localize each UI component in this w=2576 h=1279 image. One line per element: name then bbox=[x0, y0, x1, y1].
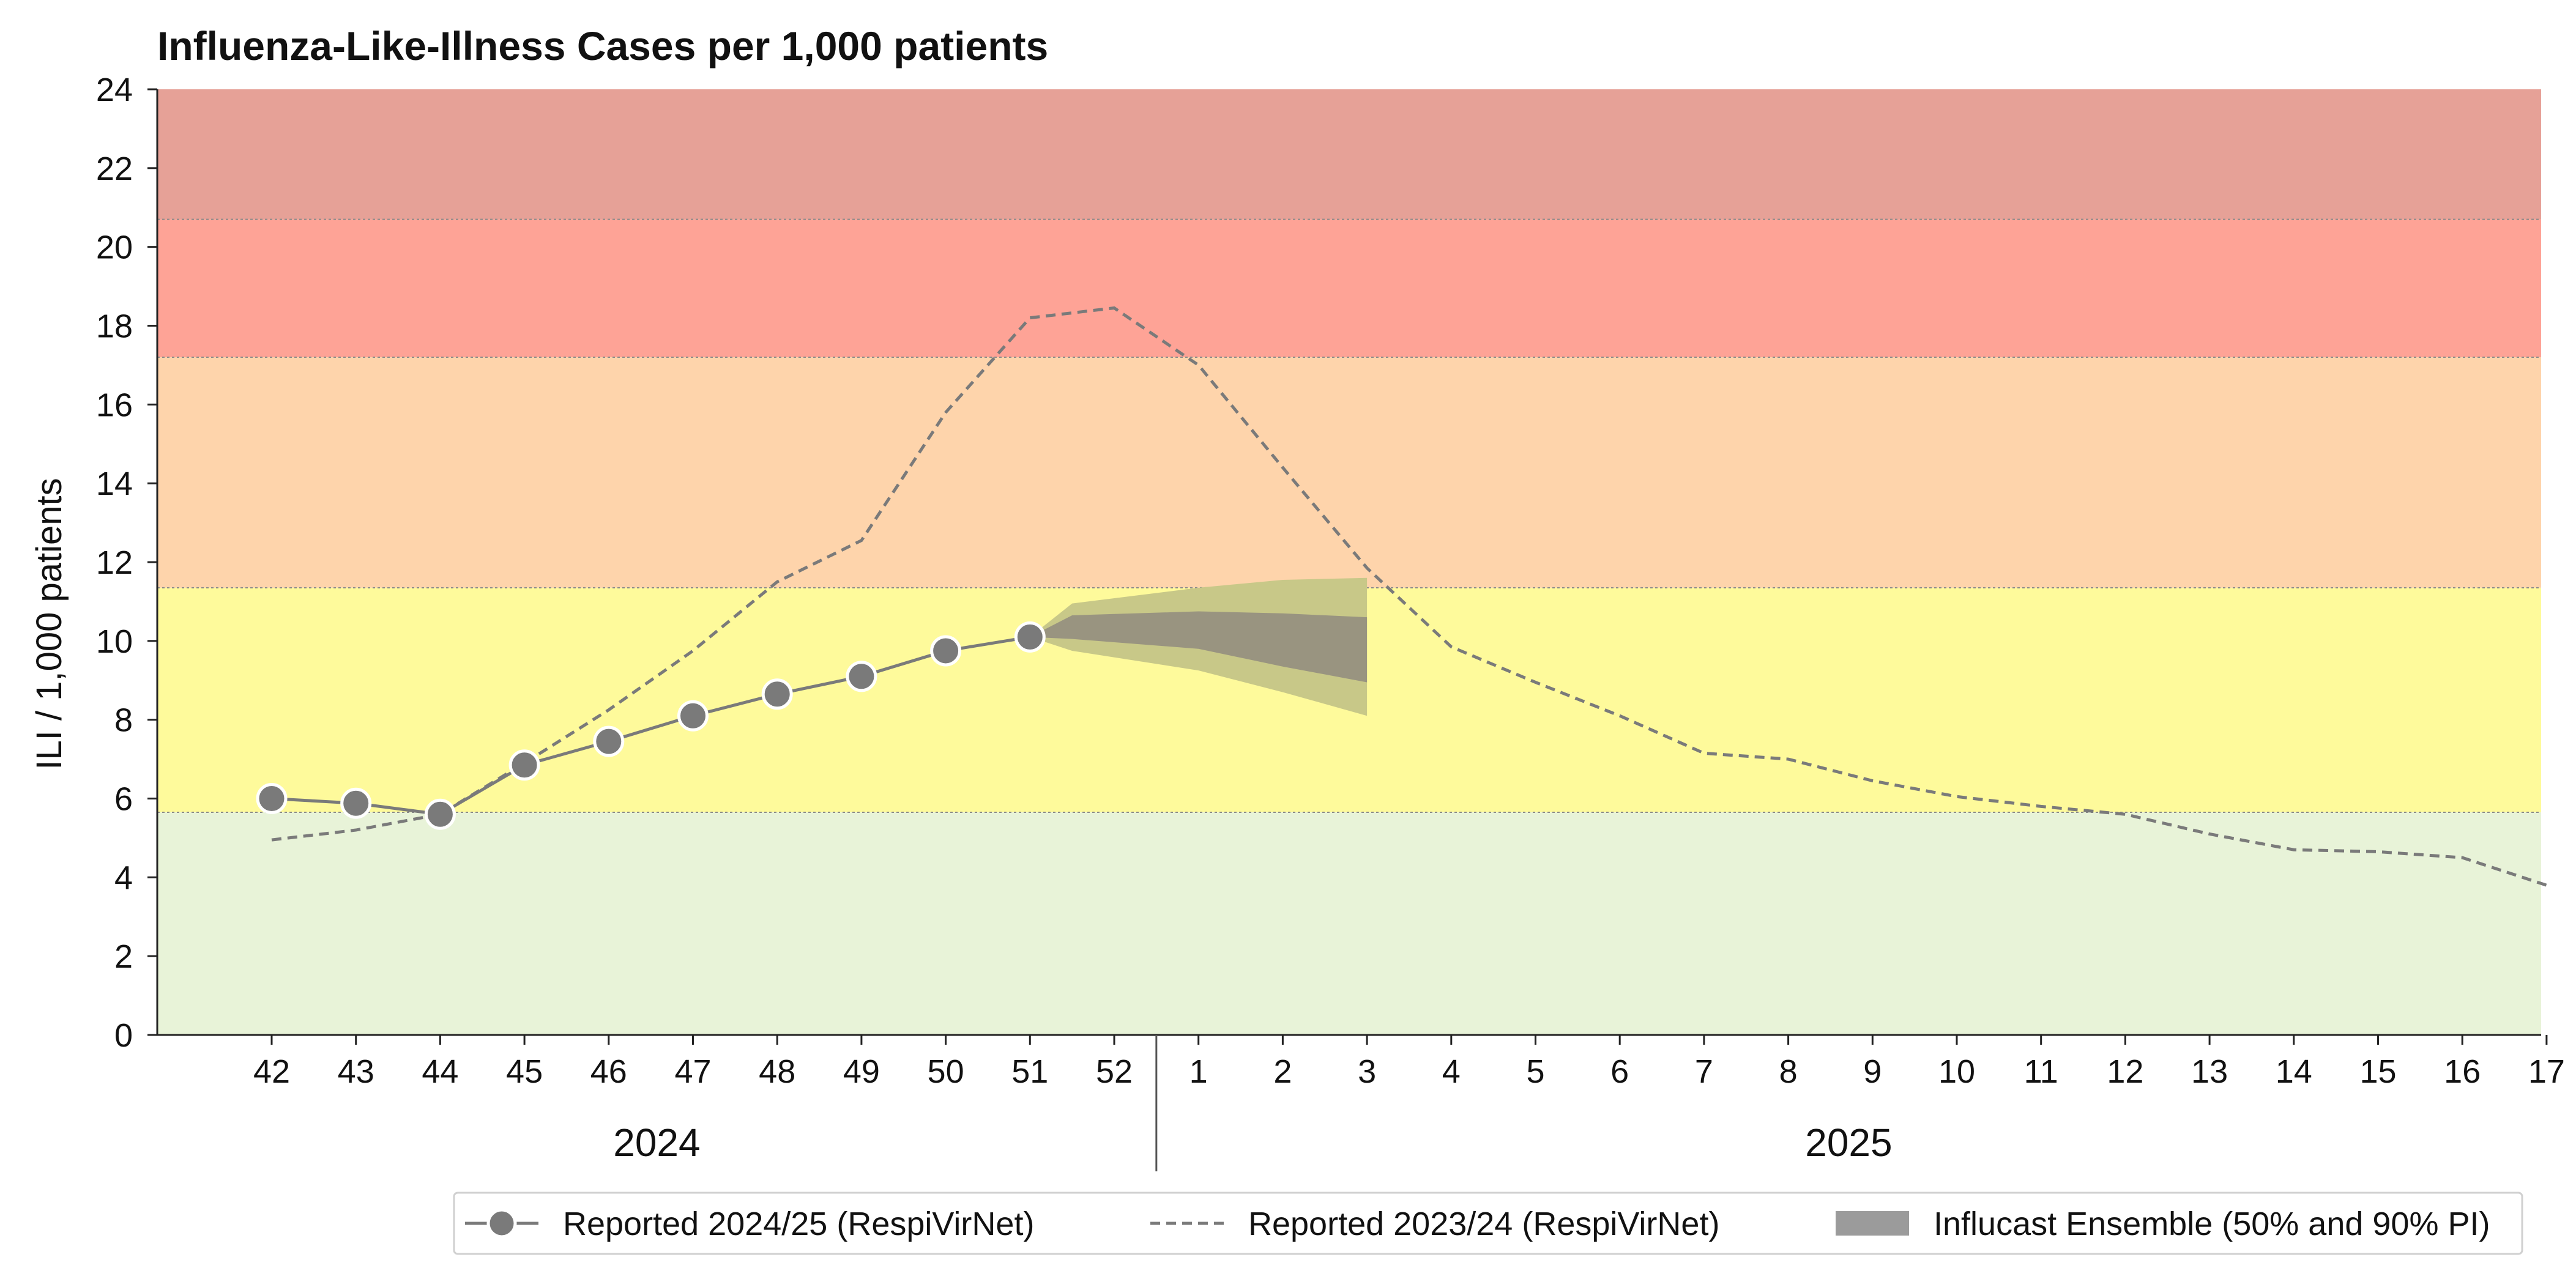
x-tick-label-15: 5 bbox=[1526, 1053, 1544, 1090]
x-tick-label-26: 16 bbox=[2444, 1053, 2481, 1090]
year-label-2025: 2025 bbox=[1805, 1121, 1892, 1165]
y-tick-label-0: 0 bbox=[114, 1017, 133, 1054]
legend-marker bbox=[486, 1208, 517, 1239]
legend-label-2023-24: Reported 2023/24 (RespiVirNet) bbox=[1248, 1206, 1719, 1242]
x-tick-label-19: 9 bbox=[1863, 1053, 1882, 1090]
y-tick-label-7: 14 bbox=[96, 465, 133, 502]
x-tick-label-8: 50 bbox=[928, 1053, 964, 1090]
series-0-point-8 bbox=[930, 635, 962, 667]
series-0-point-2 bbox=[424, 798, 456, 830]
x-tick-label-25: 15 bbox=[2359, 1053, 2396, 1090]
y-tick-label-8: 16 bbox=[96, 387, 133, 423]
series-0-point-4 bbox=[593, 725, 625, 757]
series-0-point-5 bbox=[677, 700, 709, 732]
y-tick-label-6: 12 bbox=[96, 544, 133, 581]
series-0-point-6 bbox=[761, 678, 793, 710]
chart-title: Influenza-Like-Illness Cases per 1,000 p… bbox=[157, 23, 1048, 69]
series-0-point-7 bbox=[846, 661, 877, 692]
y-tick-label-10: 20 bbox=[96, 229, 133, 266]
threshold-bands bbox=[157, 89, 2541, 1035]
forecast-pi50-band bbox=[1030, 611, 1368, 683]
y-axis-label: ILI / 1,000 patients bbox=[29, 478, 69, 769]
axes bbox=[147, 88, 2548, 1171]
series-0-point-9 bbox=[1014, 621, 1046, 653]
x-tick-label-10: 52 bbox=[1096, 1053, 1133, 1090]
x-tick-label-2: 44 bbox=[422, 1053, 458, 1090]
y-tick-label-11: 22 bbox=[96, 150, 133, 187]
x-tick-label-17: 7 bbox=[1695, 1053, 1713, 1090]
x-tick-label-7: 49 bbox=[843, 1053, 880, 1090]
x-tick-label-0: 42 bbox=[253, 1053, 290, 1090]
x-tick-label-21: 11 bbox=[2024, 1053, 2058, 1090]
forecast-intervals bbox=[1030, 577, 1368, 716]
y-tick-label-12: 24 bbox=[96, 72, 133, 108]
x-tick-label-5: 47 bbox=[674, 1053, 711, 1090]
x-tick-labels: 42 43 44 45 46 47 48 49 50 51 52 1 2 3 4 5 6 7 8 9 10 11 12 13 1… bbox=[253, 1053, 2565, 1090]
legend-label-forecast: Influcast Ensemble (50% and 90% PI) bbox=[1934, 1206, 2490, 1242]
legend: Reported 2024/25 (RespiVirNet) Reported … bbox=[453, 1192, 2523, 1255]
series-0-point-0 bbox=[256, 783, 288, 814]
x-tick-label-11: 1 bbox=[1189, 1053, 1208, 1090]
x-tick-label-13: 3 bbox=[1358, 1053, 1376, 1090]
threshold-band-3 bbox=[157, 219, 2541, 358]
series-line-1 bbox=[271, 306, 2547, 887]
y-tick-label-1: 2 bbox=[114, 938, 133, 975]
x-tick-label-14: 4 bbox=[1442, 1053, 1461, 1090]
x-tick-label-1: 43 bbox=[338, 1053, 374, 1090]
series-lines bbox=[271, 306, 2547, 887]
series-0-point-3 bbox=[508, 749, 540, 781]
x-tick-label-12: 2 bbox=[1273, 1053, 1292, 1090]
x-tick-label-3: 45 bbox=[506, 1053, 543, 1090]
legend-box bbox=[453, 1192, 2523, 1255]
series-0-point-1 bbox=[340, 787, 372, 819]
threshold-band-2 bbox=[157, 357, 2541, 588]
x-tick-label-6: 48 bbox=[759, 1053, 795, 1090]
legend-forecast-swatch bbox=[1836, 1211, 1909, 1236]
legend-label-2024-25: Reported 2024/25 (RespiVirNet) bbox=[563, 1206, 1034, 1242]
y-tick-label-4: 8 bbox=[114, 702, 133, 739]
x-tick-label-9: 51 bbox=[1011, 1053, 1048, 1090]
year-label-2024: 2024 bbox=[613, 1121, 700, 1165]
series-line-0 bbox=[271, 635, 1030, 816]
x-tick-label-16: 6 bbox=[1610, 1053, 1629, 1090]
x-tick-label-22: 12 bbox=[2107, 1053, 2143, 1090]
year-labels: 2024 2025 bbox=[613, 1121, 1892, 1165]
x-tick-label-20: 10 bbox=[1938, 1053, 1975, 1090]
y-tick-label-9: 18 bbox=[96, 308, 133, 345]
series-markers bbox=[256, 621, 1046, 830]
x-tick-label-4: 46 bbox=[590, 1053, 627, 1090]
y-tick-label-5: 10 bbox=[96, 623, 133, 660]
threshold-band-4 bbox=[157, 89, 2541, 220]
x-tick-label-27: 17 bbox=[2528, 1053, 2565, 1090]
y-tick-label-3: 6 bbox=[114, 781, 133, 818]
x-tick-label-24: 14 bbox=[2276, 1053, 2312, 1090]
x-tick-label-18: 8 bbox=[1779, 1053, 1798, 1090]
y-tick-label-2: 4 bbox=[114, 859, 133, 896]
threshold-band-0 bbox=[157, 812, 2541, 1035]
x-tick-label-23: 13 bbox=[2191, 1053, 2228, 1090]
